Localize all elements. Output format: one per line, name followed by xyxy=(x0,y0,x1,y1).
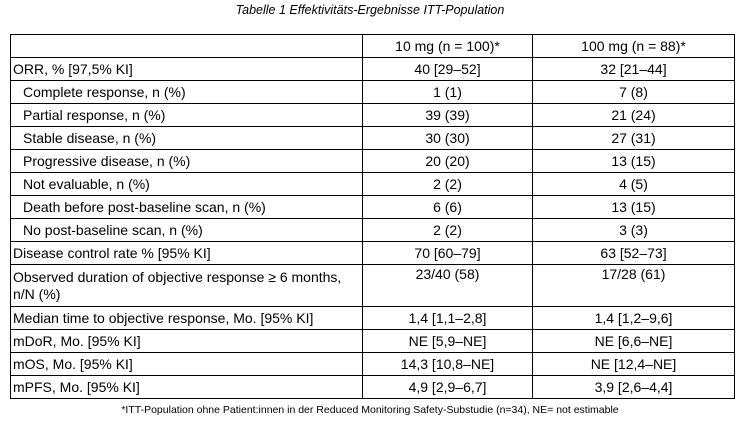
table-row: mOS, Mo. [95% KI] 14,3 [10,8–NE] NE [12,… xyxy=(10,352,735,376)
table-row: Not evaluable, n (%) 2 (2) 4 (5) xyxy=(10,172,735,196)
cell-100mg: 3,9 [2,6–4,4] xyxy=(532,375,735,399)
table-caption: Tabelle 1 Effektivitäts-Ergebnisse ITT-P… xyxy=(235,3,505,17)
cell-100mg: 63 [52–73] xyxy=(532,241,735,265)
cell-10mg: 4,9 [2,9–6,7] xyxy=(362,375,533,399)
cell-10mg: 70 [60–79] xyxy=(362,241,533,265)
row-label: Median time to objective response, Mo. [… xyxy=(10,306,363,330)
cell-100mg: 7 (8) xyxy=(532,80,735,104)
cell-100mg: 4 (5) xyxy=(532,172,735,196)
table-row: mPFS, Mo. [95% KI] 4,9 [2,9–6,7] 3,9 [2,… xyxy=(10,375,735,399)
cell-10mg: 14,3 [10,8–NE] xyxy=(362,352,533,376)
row-label: Stable disease, n (%) xyxy=(10,126,363,150)
table-row: Death before post-baseline scan, n (%) 6… xyxy=(10,195,735,219)
table-row: Stable disease, n (%) 30 (30) 27 (31) xyxy=(10,126,735,150)
cell-100mg: 3 (3) xyxy=(532,218,735,242)
cell-10mg: 1 (1) xyxy=(362,80,533,104)
cell-10mg: 2 (2) xyxy=(362,172,533,196)
row-label: Observed duration of objective response … xyxy=(10,264,363,307)
cell-10mg: 6 (6) xyxy=(362,195,533,219)
row-label: Progressive disease, n (%) xyxy=(10,149,363,173)
cell-100mg: 21 (24) xyxy=(532,103,735,127)
header-label xyxy=(10,34,363,58)
cell-10mg: 2 (2) xyxy=(362,218,533,242)
cell-100mg: NE [12,4–NE] xyxy=(532,352,735,376)
cell-10mg: 30 (30) xyxy=(362,126,533,150)
row-label: mOS, Mo. [95% KI] xyxy=(10,352,363,376)
cell-10mg: 1,4 [1,1–2,8] xyxy=(362,306,533,330)
cell-10mg: 20 (20) xyxy=(362,149,533,173)
table-row: mDoR, Mo. [95% KI] NE [5,9–NE] NE [6,6–N… xyxy=(10,329,735,353)
cell-100mg: NE [6,6–NE] xyxy=(532,329,735,353)
cell-10mg: 39 (39) xyxy=(362,103,533,127)
cell-10mg: 23/40 (58) xyxy=(362,264,533,307)
table-row: Partial response, n (%) 39 (39) 21 (24) xyxy=(10,103,735,127)
header-10mg: 10 mg (n = 100)* xyxy=(362,34,533,58)
row-label: Not evaluable, n (%) xyxy=(10,172,363,196)
header-100mg: 100 mg (n = 88)* xyxy=(532,34,735,58)
table-row: Observed duration of objective response … xyxy=(10,264,735,307)
row-label: Disease control rate % [95% KI] xyxy=(10,241,363,265)
cell-100mg: 13 (15) xyxy=(532,149,735,173)
cell-100mg: 27 (31) xyxy=(532,126,735,150)
table-row: No post-baseline scan, n (%) 2 (2) 3 (3) xyxy=(10,218,735,242)
table-row: Median time to objective response, Mo. [… xyxy=(10,306,735,330)
table-footnote: *ITT-Population ohne Patient:innen in de… xyxy=(121,404,619,416)
cell-10mg: 40 [29–52] xyxy=(362,57,533,81)
row-label: No post-baseline scan, n (%) xyxy=(10,218,363,242)
header-row: 10 mg (n = 100)* 100 mg (n = 88)* xyxy=(10,34,735,58)
table-row: ORR, % [97,5% KI] 40 [29–52] 32 [21–44] xyxy=(10,57,735,81)
efficacy-results-table: 10 mg (n = 100)* 100 mg (n = 88)* ORR, %… xyxy=(10,34,735,399)
row-label: mPFS, Mo. [95% KI] xyxy=(10,375,363,399)
row-label: Partial response, n (%) xyxy=(10,103,363,127)
cell-100mg: 17/28 (61) xyxy=(532,264,735,307)
row-label: mDoR, Mo. [95% KI] xyxy=(10,329,363,353)
row-label: ORR, % [97,5% KI] xyxy=(10,57,363,81)
row-label: Complete response, n (%) xyxy=(10,80,363,104)
table-row: Progressive disease, n (%) 20 (20) 13 (1… xyxy=(10,149,735,173)
table-row: Complete response, n (%) 1 (1) 7 (8) xyxy=(10,80,735,104)
cell-10mg: NE [5,9–NE] xyxy=(362,329,533,353)
cell-100mg: 32 [21–44] xyxy=(532,57,735,81)
table-row: Disease control rate % [95% KI] 70 [60–7… xyxy=(10,241,735,265)
cell-100mg: 13 (15) xyxy=(532,195,735,219)
cell-100mg: 1,4 [1,2–9,6] xyxy=(532,306,735,330)
row-label: Death before post-baseline scan, n (%) xyxy=(10,195,363,219)
